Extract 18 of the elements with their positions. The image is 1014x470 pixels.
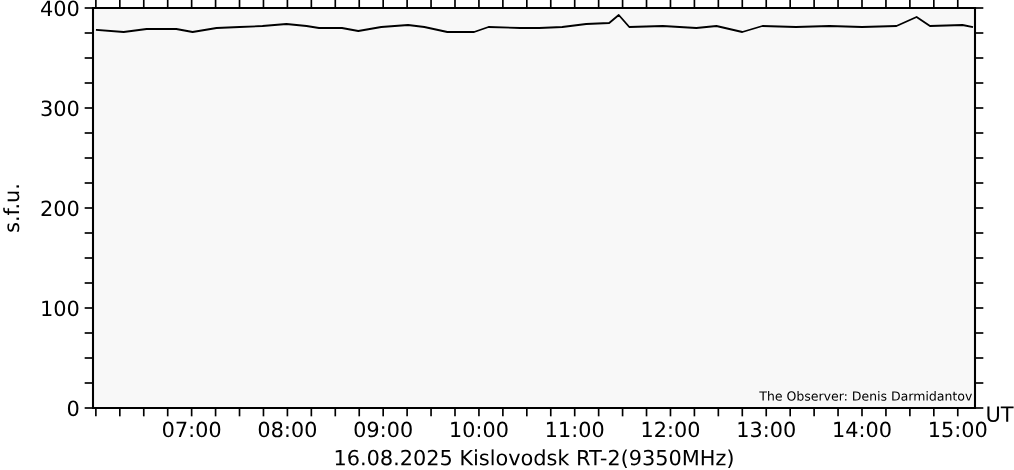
y-tick-label: 100: [42, 300, 79, 317]
annotation: The Observer: Denis Darmidantov: [759, 391, 972, 401]
x-tick-label: 11:00: [546, 421, 604, 438]
x-tick-label: 10:00: [451, 421, 508, 438]
y-tick-label: 0: [67, 400, 79, 417]
x-axis-title: UT: [987, 406, 1014, 423]
x-tick-label: 08:00: [258, 421, 317, 438]
y-axis-title: s.f.u.: [3, 185, 20, 232]
x-tick-label: 14:00: [834, 421, 891, 438]
y-tick-label: 200: [41, 200, 79, 217]
x-tick-label: 07:00: [162, 421, 221, 438]
x-tick-label: 13:00: [738, 421, 795, 438]
y-tick-label: 300: [41, 100, 79, 117]
text: 16.08.2025 Kislovodsk RT-2(9350MHz): [335, 449, 733, 468]
y-tick-label: 400: [41, 0, 79, 17]
x-tick-label: 12:00: [642, 421, 700, 438]
x-tick-label: 09:00: [354, 421, 412, 438]
x-tick-label: 15:00: [930, 421, 987, 438]
